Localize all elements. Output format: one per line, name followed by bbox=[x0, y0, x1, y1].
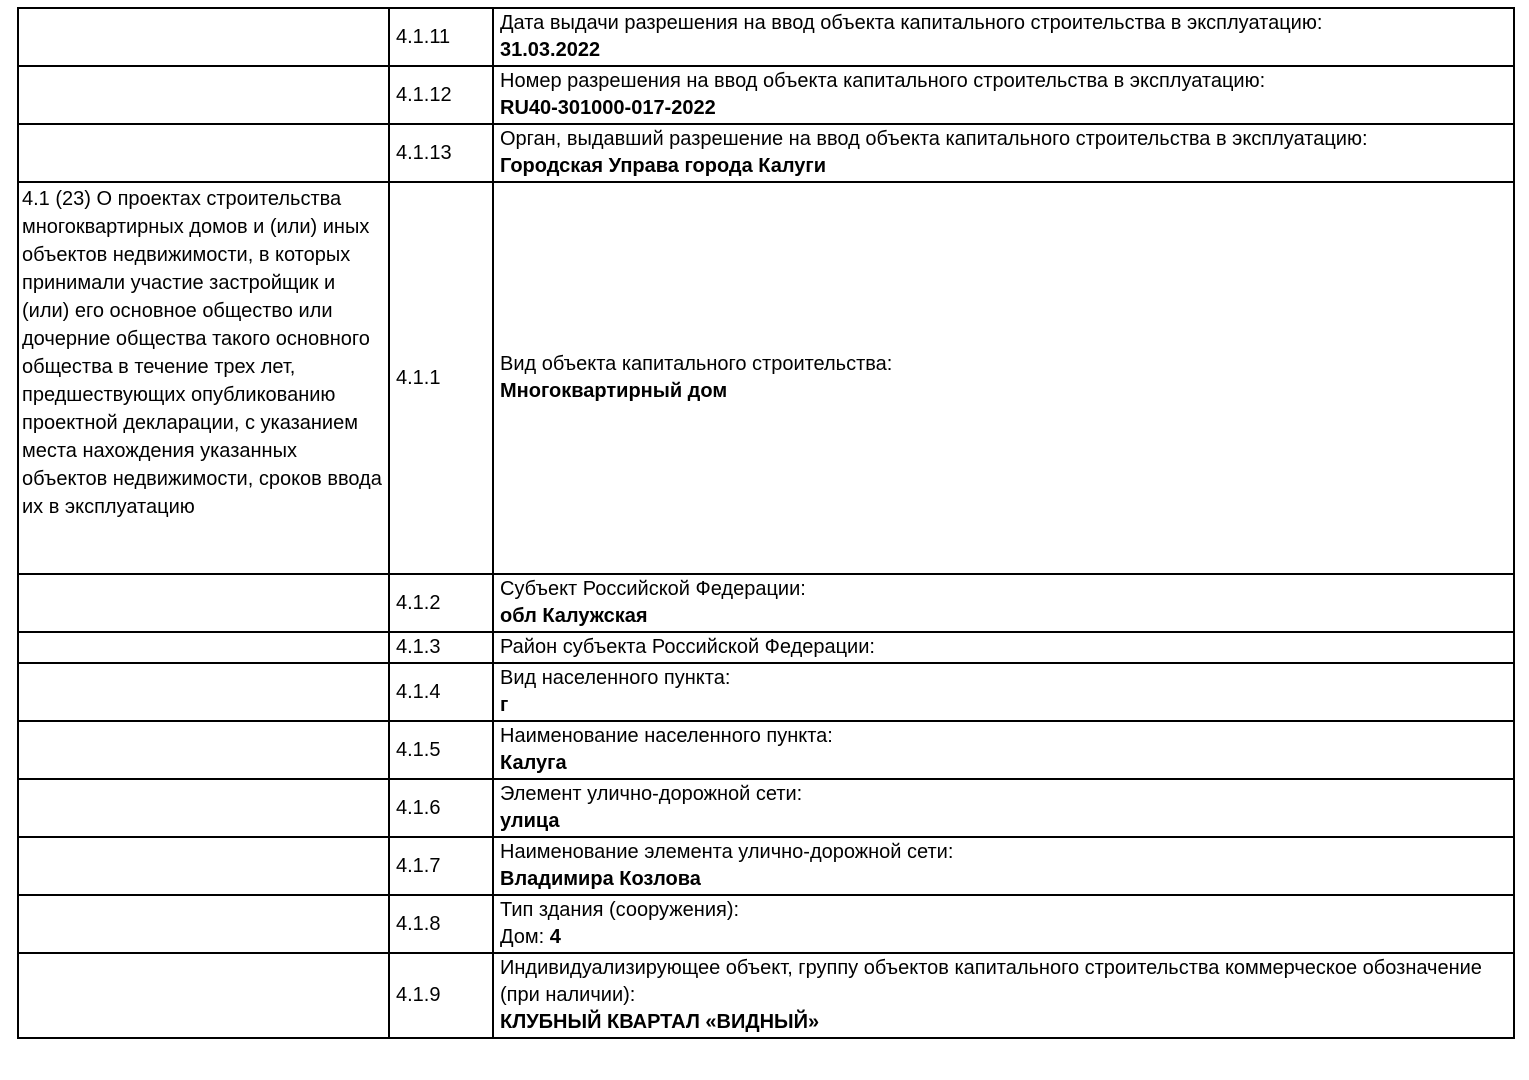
code-cell: 4.1.2 bbox=[388, 573, 494, 633]
content-cell: Наименование элемента улично-дорожной се… bbox=[492, 836, 1515, 896]
field-value: Владимира Козлова bbox=[500, 868, 701, 890]
row-code: 4.1.2 bbox=[396, 591, 441, 614]
content-cell: Субъект Российской Федерации: обл Калужс… bbox=[492, 573, 1515, 633]
code-cell: 4.1.6 bbox=[388, 778, 494, 838]
content-cell: Район субъекта Российской Федерации: bbox=[492, 631, 1515, 664]
field-value: г bbox=[500, 694, 509, 716]
section-note-cell bbox=[17, 778, 390, 838]
field-value: улица bbox=[500, 810, 560, 832]
row-code: 4.1.5 bbox=[396, 738, 441, 761]
field-label: Район субъекта Российской Федерации: bbox=[500, 636, 875, 658]
section-note-cell bbox=[17, 65, 390, 125]
field-value-line: обл Калужская bbox=[500, 603, 1509, 630]
field-label: Наименование населенного пункта: bbox=[500, 725, 833, 747]
section-note-cell bbox=[17, 894, 390, 954]
content-cell: Элемент улично-дорожной сети: улица bbox=[492, 778, 1515, 838]
content-cell: Индивидуализирующее объект, группу объек… bbox=[492, 952, 1515, 1039]
row-code: 4.1.9 bbox=[396, 984, 441, 1006]
document-page: 4.1.11 Дата выдачи разрешения на ввод об… bbox=[17, 7, 1515, 1039]
field-value-line: RU40-301000-017-2022 bbox=[500, 95, 1509, 122]
field-label: Тип здания (сооружения): bbox=[500, 899, 740, 921]
field-value: Многоквартирный дом bbox=[500, 380, 728, 402]
section-note-cell bbox=[17, 662, 390, 722]
field-label: Элемент улично-дорожной сети: bbox=[500, 783, 803, 805]
field-value: 4 bbox=[549, 926, 561, 948]
field-value-line: г bbox=[500, 692, 1509, 719]
field-label: Дата выдачи разрешения на ввод объекта к… bbox=[500, 12, 1323, 34]
code-cell: 4.1.8 bbox=[388, 894, 494, 954]
section-note-cell bbox=[17, 573, 390, 633]
row-code: 4.1.4 bbox=[396, 680, 441, 703]
section-note-cell bbox=[17, 7, 390, 67]
code-cell: 4.1.9 bbox=[388, 952, 494, 1039]
table-row: 4.1.11 Дата выдачи разрешения на ввод об… bbox=[17, 7, 1515, 67]
table-row: 4.1.13 Орган, выдавший разрешение на вво… bbox=[17, 123, 1515, 183]
content-cell: Номер разрешения на ввод объекта капитал… bbox=[492, 65, 1515, 125]
field-label: Вид объекта капитального строительства: bbox=[500, 353, 893, 375]
field-value-prefix: Дом: bbox=[500, 926, 550, 948]
section-note-cell bbox=[17, 952, 390, 1039]
field-value: RU40-301000-017-2022 bbox=[500, 97, 716, 119]
code-cell: 4.1.13 bbox=[388, 123, 494, 183]
row-code: 4.1.8 bbox=[396, 912, 441, 935]
row-code: 4.1.1 bbox=[396, 366, 441, 389]
code-cell: 4.1.1 bbox=[388, 181, 494, 575]
content-cell: Вид населенного пункта: г bbox=[492, 662, 1515, 722]
field-label: Номер разрешения на ввод объекта капитал… bbox=[500, 70, 1266, 92]
code-cell: 4.1.12 bbox=[388, 65, 494, 125]
field-value-line: Владимира Козлова bbox=[500, 866, 1509, 893]
field-value-line: КЛУБНЫЙ КВАРТАЛ «ВИДНЫЙ» bbox=[500, 1009, 1509, 1036]
field-value: КЛУБНЫЙ КВАРТАЛ «ВИДНЫЙ» bbox=[500, 1011, 820, 1033]
table-row: 4.1.12 Номер разрешения на ввод объекта … bbox=[17, 65, 1515, 125]
table-row: 4.1.6 Элемент улично-дорожной сети: улиц… bbox=[17, 778, 1515, 838]
field-label: Вид населенного пункта: bbox=[500, 667, 731, 689]
table-row: 4.1.4 Вид населенного пункта: г bbox=[17, 662, 1515, 722]
field-value-line: улица bbox=[500, 808, 1509, 835]
table-row: 4.1.2 Субъект Российской Федерации: обл … bbox=[17, 573, 1515, 633]
content-cell: Орган, выдавший разрешение на ввод объек… bbox=[492, 123, 1515, 183]
row-code: 4.1.12 bbox=[396, 83, 452, 106]
row-code: 4.1.11 bbox=[396, 25, 451, 48]
row-code: 4.1.6 bbox=[396, 796, 441, 819]
field-label: Индивидуализирующее объект, группу объек… bbox=[500, 957, 1482, 1006]
field-value-line: Городская Управа города Калуги bbox=[500, 153, 1509, 180]
table-body: 4.1.11 Дата выдачи разрешения на ввод об… bbox=[17, 7, 1515, 1039]
code-cell: 4.1.5 bbox=[388, 720, 494, 780]
row-code: 4.1.13 bbox=[396, 141, 452, 164]
section-note-cell bbox=[17, 836, 390, 896]
code-cell: 4.1.4 bbox=[388, 662, 494, 722]
code-cell: 4.1.3 bbox=[388, 631, 494, 664]
content-cell: Вид объекта капитального строительства: … bbox=[492, 181, 1515, 575]
section-note-cell bbox=[17, 720, 390, 780]
content-cell: Тип здания (сооружения): Дом: 4 bbox=[492, 894, 1515, 954]
field-value-line: 31.03.2022 bbox=[500, 37, 1509, 64]
field-value-line: Калуга bbox=[500, 750, 1509, 777]
row-code: 4.1.3 bbox=[396, 636, 441, 658]
table-row: 4.1.8 Тип здания (сооружения): Дом: 4 bbox=[17, 894, 1515, 954]
section-note-cell: 4.1 (23) О проектах строительства многок… bbox=[17, 181, 390, 575]
field-value: Городская Управа города Калуги bbox=[500, 155, 827, 177]
field-value-line: Дом: 4 bbox=[500, 924, 1509, 951]
content-cell: Дата выдачи разрешения на ввод объекта к… bbox=[492, 7, 1515, 67]
table-row: 4.1.3 Район субъекта Российской Федераци… bbox=[17, 631, 1515, 664]
field-value: Калуга bbox=[500, 752, 567, 774]
table-row: 4.1.7 Наименование элемента улично-дорож… bbox=[17, 836, 1515, 896]
field-value-line: Многоквартирный дом bbox=[500, 378, 1509, 405]
table-row: 4.1.9 Индивидуализирующее объект, группу… bbox=[17, 952, 1515, 1039]
row-code: 4.1.7 bbox=[396, 854, 441, 877]
content-cell: Наименование населенного пункта: Калуга bbox=[492, 720, 1515, 780]
table-row: 4.1.5 Наименование населенного пункта: К… bbox=[17, 720, 1515, 780]
section-note-cell bbox=[17, 631, 390, 664]
section-note-cell bbox=[17, 123, 390, 183]
project-declaration-table: 4.1.11 Дата выдачи разрешения на ввод об… bbox=[17, 7, 1515, 1039]
field-label: Наименование элемента улично-дорожной се… bbox=[500, 841, 954, 863]
table-row: 4.1 (23) О проектах строительства многок… bbox=[17, 181, 1515, 575]
code-cell: 4.1.11 bbox=[388, 7, 494, 67]
field-value: обл Калужская bbox=[500, 605, 648, 627]
field-value: 31.03.2022 bbox=[500, 39, 601, 61]
field-label: Субъект Российской Федерации: bbox=[500, 578, 806, 600]
code-cell: 4.1.7 bbox=[388, 836, 494, 896]
field-label: Орган, выдавший разрешение на ввод объек… bbox=[500, 128, 1368, 150]
